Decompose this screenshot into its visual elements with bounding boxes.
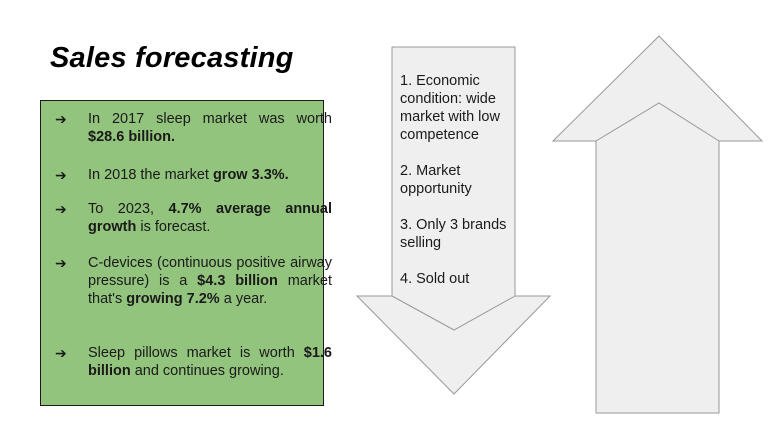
down-arrow-item: 4. Sold out xyxy=(400,271,470,287)
bullet-text-bold: 4.7% average annual growth xyxy=(88,201,332,235)
down-arrow-item: 2. Market opportunity xyxy=(400,163,472,197)
bullet-text: In 2017 sleep market was worth $28.6 bil… xyxy=(88,110,332,146)
bullet-text-part: is forecast. xyxy=(136,219,211,235)
bullet-text-part: Sleep pillows market is worth xyxy=(88,345,304,361)
bullet-text-bold: $4.3 billion xyxy=(197,273,278,289)
bullet-text-part: a year. xyxy=(219,291,268,307)
bullet-text-part: To 2023, xyxy=(88,201,169,217)
bullet-text-bold: growing 7.2% xyxy=(126,291,220,307)
bullet-text: In 2018 the market grow 3.3%. xyxy=(88,166,332,184)
down-arrow-inner-notch xyxy=(391,295,516,331)
bullet-arrow-icon: ➔ xyxy=(55,201,67,217)
bullet-arrow-icon: ➔ xyxy=(55,167,67,183)
bullet-arrow-icon: ➔ xyxy=(55,345,67,361)
down-arrow-shape xyxy=(355,46,552,395)
bullet-text: To 2023, 4.7% average annual growth is f… xyxy=(88,200,332,236)
slide-title: Sales forecasting xyxy=(50,42,294,74)
up-arrow-inner-notch xyxy=(595,102,720,142)
bullet-text-part: and continues growing. xyxy=(130,363,284,379)
down-arrow-item: 3. Only 3 brands selling xyxy=(400,217,507,251)
bullet-text-part: market that's xyxy=(88,273,333,307)
down-arrow-item: 1. Economic condition: wide market with … xyxy=(400,73,500,143)
up-arrow-shape xyxy=(551,35,764,414)
bullet-arrow-icon: ➔ xyxy=(55,111,67,127)
bullet-text-bold: grow 3.3%. xyxy=(212,167,289,183)
bullet-text-bold: $1.6 billion xyxy=(88,345,332,379)
bullet-text-part: In 2018 the market xyxy=(88,167,213,183)
bullet-text-part: In 2017 sleep market was worth xyxy=(88,111,332,127)
bullet-text-bold: $28.6 billion. xyxy=(88,129,176,145)
bullet-text: C-devices (continuous positive airway pr… xyxy=(88,254,332,308)
bullet-arrow-icon: ➔ xyxy=(55,255,67,271)
bullet-text-part: C-devices (continuous positive airway pr… xyxy=(88,255,332,289)
facts-box: ➔ In 2017 sleep market was worth $28.6 bi… xyxy=(40,100,332,406)
bullet-text: Sleep pillows market is worth $1.6 billi… xyxy=(88,344,332,380)
